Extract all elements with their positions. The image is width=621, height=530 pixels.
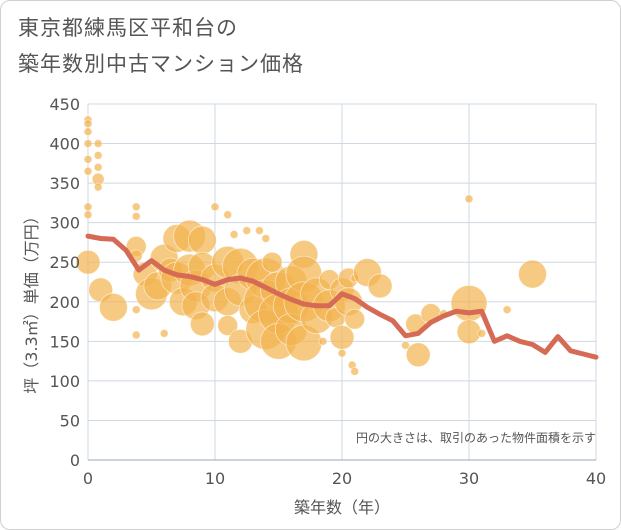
bubble-point (350, 366, 360, 376)
x-tick-label: 40 (586, 469, 606, 488)
bubble-point (261, 251, 283, 273)
bubble-point (93, 139, 103, 148)
chart-title-line-2: 築年数別中古マンション価格 (18, 52, 304, 76)
bubble-point (83, 210, 93, 220)
bubble-point (93, 162, 103, 172)
bubble-point (83, 202, 93, 212)
bubble-point (464, 194, 474, 204)
bubble-point (502, 305, 512, 315)
bubble-point (255, 226, 264, 235)
y-tick-label: 150 (49, 332, 80, 351)
x-tick-label: 10 (205, 469, 225, 488)
bubble-point (131, 305, 141, 315)
bubble-point (93, 151, 103, 160)
bubble-point (187, 225, 217, 255)
y-tick-label: 350 (49, 174, 80, 193)
y-tick-label: 0 (70, 451, 80, 470)
y-tick-label: 250 (49, 253, 80, 272)
trend-line-layer (85, 233, 599, 360)
chart-title-line-1: 東京都練馬区平和台の (18, 16, 238, 40)
bubble-point (477, 329, 487, 338)
bubble-point (83, 166, 93, 176)
y-tick-label: 450 (49, 95, 80, 114)
bubble-point (189, 311, 215, 337)
bubble-point (159, 329, 169, 338)
x-tick-label: 20 (332, 469, 352, 488)
bubble-point (83, 119, 93, 129)
bubble-point (344, 308, 366, 330)
bubble-point (131, 330, 141, 340)
y-tick-label: 300 (49, 214, 80, 233)
bubble-point (83, 127, 93, 137)
average-price-line (85, 233, 599, 360)
bubble-point (93, 182, 103, 192)
x-tick-label: 30 (459, 469, 479, 488)
bubble-point (405, 342, 431, 368)
bubble-layer (75, 115, 547, 376)
bubble-point (83, 154, 93, 164)
bubble-point (75, 249, 101, 275)
x-axis-title: 築年数（年） (294, 498, 390, 517)
x-tick-label: 0 (83, 469, 93, 488)
bubble-point (329, 324, 355, 350)
y-tick-label: 50 (60, 411, 80, 430)
bubble-point (217, 315, 239, 336)
bubble-point (131, 202, 141, 212)
bubble-point (83, 139, 93, 148)
bubble-point (518, 259, 547, 289)
tick-labels: 0 50 100 150 200 250 300 350 400 450 0 10 20 30 40 (49, 95, 606, 488)
bubble-size-note: 円の大きさは、取引のあった物件面積を示す (356, 430, 596, 445)
y-tick-label: 400 (49, 135, 80, 154)
bubble-point (242, 226, 252, 235)
bubble-point (367, 273, 393, 299)
bubble-point (210, 202, 220, 212)
y-tick-label: 200 (49, 293, 80, 312)
bubble-point (261, 234, 271, 243)
bubble-point (99, 292, 128, 322)
bubble-point (337, 348, 347, 358)
bubble-point (318, 336, 328, 346)
y-axis-title: 坪（3.3㎡）単価（万円） (22, 208, 41, 393)
bubble-point (223, 210, 233, 220)
bubble-point (229, 230, 239, 239)
chart-title: 東京都練馬区平和台の 築年数別中古マンション価格 (18, 10, 304, 82)
y-tick-label: 100 (49, 372, 80, 391)
bubble-point (401, 340, 410, 350)
bubble-point (456, 319, 482, 345)
bubble-point (131, 211, 141, 221)
